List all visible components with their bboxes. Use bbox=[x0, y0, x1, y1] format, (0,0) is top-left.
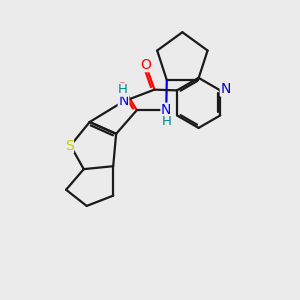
Text: S: S bbox=[65, 139, 74, 153]
Text: H: H bbox=[162, 115, 172, 128]
Text: N: N bbox=[220, 82, 231, 96]
Text: O: O bbox=[117, 81, 128, 95]
Text: N: N bbox=[118, 94, 129, 108]
Text: H: H bbox=[118, 83, 128, 96]
Text: O: O bbox=[140, 58, 151, 72]
Text: N: N bbox=[161, 103, 171, 117]
